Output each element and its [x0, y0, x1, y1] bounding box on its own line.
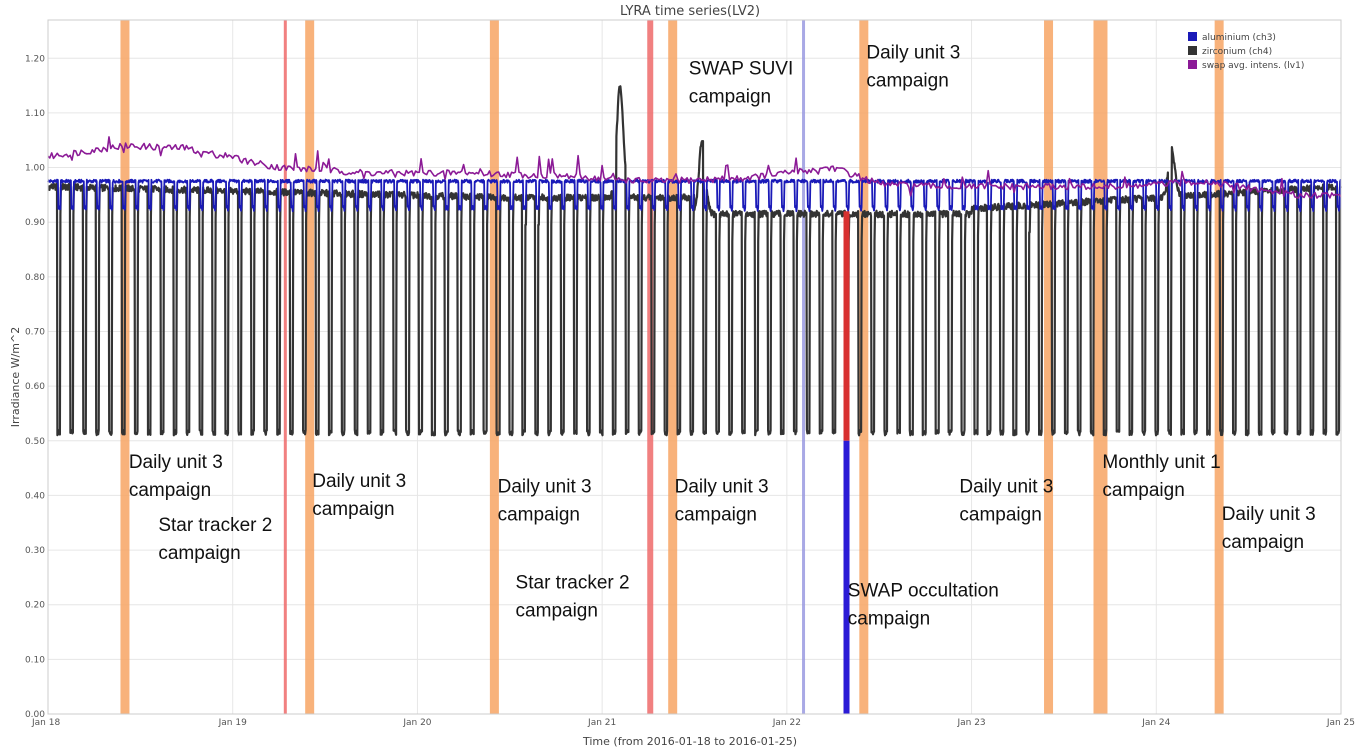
y-tick-label: 0.20 — [25, 601, 45, 611]
campaign-annotation: Daily unit 3 campaign — [675, 477, 769, 526]
series-layer — [47, 85, 1342, 714]
annotation-line: campaign — [959, 505, 1041, 526]
legend-label[interactable]: swap avg. intens. (lv1) — [1202, 61, 1304, 71]
y-tick-label: 0.60 — [25, 382, 45, 392]
campaign-band — [647, 20, 654, 714]
x-tick-label: Jan 21 — [587, 718, 616, 728]
y-tick-label: 0.40 — [25, 491, 45, 501]
x-tick-label: Jan 25 — [1326, 718, 1355, 728]
annotation-line: Star tracker 2 — [516, 572, 630, 593]
annotation-line: Daily unit 3 — [675, 477, 769, 498]
y-tick-label: 0.70 — [25, 327, 45, 337]
x-tick-label: Jan 23 — [956, 718, 985, 728]
y-tick-label: 1.20 — [25, 54, 45, 64]
campaign-band — [1044, 20, 1054, 714]
annotation-line: Daily unit 3 — [312, 471, 406, 492]
series-line-zirconium — [47, 85, 1342, 437]
campaign-annotation: Star tracker 2 campaign — [516, 572, 630, 621]
legend-label[interactable]: zirconium (ch4) — [1202, 47, 1272, 57]
x-tick-label: Jan 22 — [772, 718, 801, 728]
series-line-swap — [47, 136, 1342, 199]
campaign-band — [668, 20, 678, 714]
y-tick-label: 0.30 — [25, 546, 45, 556]
campaign-annotation: SWAP SUVI campaign — [689, 59, 794, 108]
x-axis-title: Time (from 2016-01-18 to 2016-01-25) — [582, 735, 797, 748]
campaign-band — [859, 20, 869, 714]
campaign-band — [283, 20, 287, 714]
annotation-line: campaign — [689, 87, 771, 108]
legend-swatch[interactable] — [1188, 46, 1197, 55]
axis-layer: 0.00 0.10 0.20 0.30 0.40 0.50 0.60 0.70 0.80 0.90… — [25, 19, 1355, 728]
x-tick-label: Jan 24 — [1141, 718, 1170, 728]
y-tick-label: 1.00 — [25, 164, 45, 174]
legend-label[interactable]: aluminium (ch3) — [1202, 33, 1276, 43]
annotations-layer: Daily unit 3 campaign Star tracker 2 campai… — [129, 42, 1316, 629]
annotation-line: campaign — [1102, 480, 1184, 501]
annotation-line: campaign — [675, 505, 757, 526]
campaign-bands-layer — [120, 20, 1224, 714]
annotation-line: Daily unit 3 — [866, 42, 960, 63]
annotation-line: campaign — [848, 609, 930, 630]
campaign-annotation: Monthly unit 1 campaign — [1102, 452, 1220, 501]
annotation-line: Daily unit 3 — [129, 452, 223, 473]
annotation-line: Daily unit 3 — [959, 477, 1053, 498]
occultation-bar — [843, 440, 850, 714]
campaign-annotation: Daily unit 3 campaign — [129, 452, 223, 501]
campaign-band — [489, 20, 499, 714]
campaign-annotation: Daily unit 3 campaign — [1222, 504, 1316, 553]
annotation-line: SWAP SUVI — [689, 59, 794, 80]
annotation-line: Daily unit 3 — [1222, 504, 1316, 525]
campaign-annotation: Daily unit 3 campaign — [866, 42, 960, 91]
annotation-line: campaign — [129, 480, 211, 501]
x-tick-label: Jan 20 — [402, 718, 431, 728]
y-tick-label: 0.90 — [25, 218, 45, 228]
campaign-annotation: Daily unit 3 campaign — [498, 477, 592, 526]
annotation-line: campaign — [516, 600, 598, 621]
annotation-line: campaign — [866, 70, 948, 91]
chart-title: LYRA time series(LV2) — [620, 4, 760, 19]
annotation-line: Monthly unit 1 — [1102, 452, 1220, 473]
annotation-line: campaign — [312, 499, 394, 520]
campaign-annotation: Daily unit 3 campaign — [959, 477, 1053, 526]
y-tick-label: 1.10 — [25, 109, 45, 119]
campaign-band — [802, 20, 806, 714]
y-tick-label: 0.00 — [25, 710, 45, 720]
legend-swatch[interactable] — [1188, 32, 1197, 41]
x-tick-label: Jan 18 — [31, 718, 60, 728]
annotation-line: SWAP occultation — [848, 581, 999, 602]
campaign-band — [305, 20, 315, 714]
campaign-annotation: Daily unit 3 campaign — [312, 471, 406, 520]
campaign-annotation: Star tracker 2 campaign — [158, 515, 272, 564]
annotation-line: Daily unit 3 — [498, 477, 592, 498]
y-tick-label: 0.80 — [25, 273, 45, 283]
annotation-line: campaign — [498, 505, 580, 526]
annotation-line: Star tracker 2 — [158, 515, 272, 536]
plot-frame — [47, 19, 1342, 715]
campaign-annotation: SWAP occultation campaign — [848, 581, 999, 630]
x-tick-label: Jan 19 — [218, 718, 247, 728]
annotation-line: campaign — [1222, 532, 1304, 553]
legend-swatch[interactable] — [1188, 60, 1197, 69]
legend[interactable]: aluminium (ch3) zirconium (ch4) swap avg. … — [1188, 32, 1304, 71]
annotation-line: campaign — [158, 543, 240, 564]
y-tick-label: 0.50 — [25, 437, 45, 447]
y-axis-title: Irradiance W/m^2 — [9, 327, 22, 427]
occultation-red-band — [843, 211, 850, 441]
y-tick-label: 0.10 — [25, 655, 45, 665]
